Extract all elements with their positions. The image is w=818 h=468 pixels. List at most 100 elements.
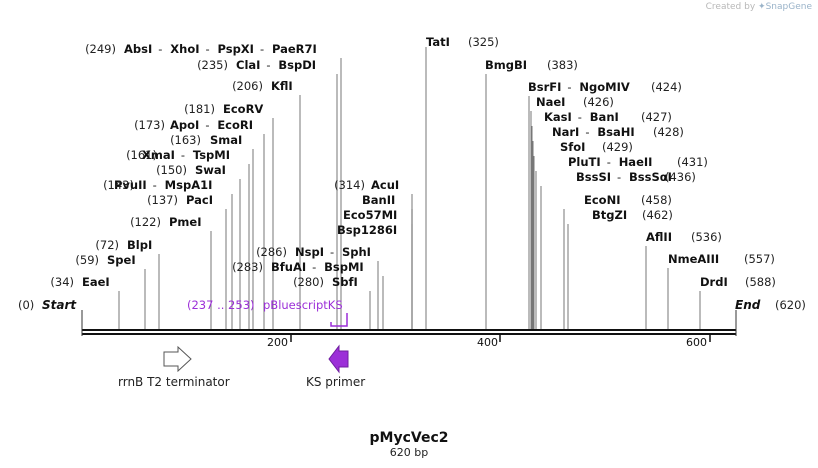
enzyme-site-bfuai[interactable]: BfuAI - BspMI (283): [232, 260, 364, 274]
cut-site-leaders: [118, 47, 701, 329]
enzyme-name: BanII: [362, 193, 395, 207]
enzyme-name: SphI: [342, 245, 371, 259]
enzyme-position: (458): [641, 193, 672, 207]
enzyme-position: (431): [677, 155, 708, 169]
enzyme-position: (163): [170, 133, 201, 147]
enzyme-name: BmgBI: [485, 58, 527, 72]
enzyme-name: BlpI: [127, 238, 152, 252]
enzyme-site-drdi[interactable]: DrdI (588): [700, 275, 776, 289]
enzyme-site-swai[interactable]: SwaI (150): [156, 163, 226, 177]
start-position: (0): [18, 298, 34, 312]
plasmid-length: 620 bp: [390, 446, 428, 459]
enzyme-name: BssSI: [576, 170, 611, 184]
enzyme-site-blpi[interactable]: BlpI (72): [95, 238, 152, 252]
enzyme-name: ApoI: [170, 118, 199, 132]
enzyme-position: (557): [744, 252, 775, 266]
enzyme-site-naei[interactable]: NaeI (426): [536, 95, 614, 109]
enzyme-position: (59): [75, 253, 99, 267]
enzyme-site-spei[interactable]: SpeI (59): [75, 253, 135, 267]
feature-ks-primer[interactable]: KS primer: [306, 344, 365, 389]
enzyme-site-absi[interactable]: AbsI - XhoI - PspXI - PaeR7I(249): [85, 42, 317, 56]
enzyme-name: SmaI: [210, 133, 242, 147]
enzyme-site-clai[interactable]: ClaI - BspDI (235): [197, 58, 316, 72]
name-separator: -: [205, 118, 209, 132]
enzyme-site-bsrfi[interactable]: BsrFI - NgoMIV (424): [528, 80, 682, 94]
credit-prefix: Created by: [705, 2, 756, 12]
enzyme-position: (286): [256, 245, 287, 259]
enzyme-name: PaeR7I: [272, 42, 317, 56]
enzyme-position: (426): [583, 95, 614, 109]
enzyme-position: (280): [293, 275, 324, 289]
tick-label-200: 200: [267, 336, 288, 349]
enzyme-position: (181): [184, 102, 215, 116]
enzyme-site-kfli[interactable]: KflI (206): [232, 79, 293, 93]
enzyme-site-eaei[interactable]: EaeI (34): [50, 275, 109, 289]
enzyme-site-nari[interactable]: NarI - BsaHI (428): [552, 125, 684, 139]
enzyme-name: NarI: [552, 125, 579, 139]
enzyme-site-tati[interactable]: TatI (325): [426, 35, 499, 49]
enzyme-name: Bsp1286I: [337, 223, 397, 237]
plasmid-name: pMycVec2: [370, 430, 449, 446]
enzyme-position: (429): [602, 140, 633, 154]
enzyme-site-btgzi[interactable]: BtgZI (462): [592, 208, 673, 222]
tick-label-600: 600: [686, 336, 707, 349]
name-separator: -: [567, 80, 571, 94]
enzyme-site-banii[interactable]: BanII: [362, 193, 395, 207]
enzyme-site-acui[interactable]: AcuI (314): [334, 178, 399, 192]
enzyme-name: KflI: [271, 79, 293, 93]
snapgene-logo-icon: ✦: [758, 2, 766, 12]
enzyme-position: (72): [95, 238, 119, 252]
enzyme-site-eco57mi[interactable]: Eco57MI: [343, 208, 397, 222]
enzyme-position: (143): [103, 178, 134, 192]
enzyme-name: EaeI: [82, 275, 110, 289]
enzyme-position: (137): [147, 193, 178, 207]
enzyme-position: (436): [665, 170, 696, 184]
name-separator: -: [607, 155, 611, 169]
enzyme-site-nmeaiii[interactable]: NmeAIII (557): [668, 252, 775, 266]
enzyme-site-paci[interactable]: PacI (137): [147, 193, 213, 207]
enzyme-site-pmei[interactable]: PmeI (122): [130, 215, 201, 229]
feature-rrnb-terminator[interactable]: rrnB T2 terminator: [118, 345, 230, 389]
enzyme-name: NaeI: [536, 95, 565, 109]
enzyme-site-bsssi[interactable]: BssSI - BssSαI(436): [576, 170, 696, 184]
enzyme-site-apoi[interactable]: ApoI - EcoRI (173): [134, 118, 253, 132]
enzyme-labels: AbsI - XhoI - PspXI - PaeR7I(249)ClaI - BspDI(23…: [50, 35, 776, 289]
enzyme-position: (536): [691, 230, 722, 244]
enzyme-site-pluti[interactable]: PluTI - HaeII (431): [568, 155, 708, 169]
enzyme-name: Eco57MI: [343, 208, 397, 222]
enzyme-site-kasi[interactable]: KasI - BanI (427): [544, 110, 672, 124]
enzyme-site-sbfi[interactable]: SbfI (280): [293, 275, 358, 289]
enzyme-site-pvuii[interactable]: PvuII - MspA1I (143): [103, 178, 212, 192]
enzyme-name: PacI: [186, 193, 213, 207]
enzyme-name: TatI: [426, 35, 450, 49]
name-separator: -: [206, 42, 210, 56]
enzyme-site-xmai[interactable]: XmaI - TspMI (161): [126, 148, 230, 162]
enzyme-name: SfoI: [560, 140, 585, 154]
enzyme-name: XhoI: [170, 42, 199, 56]
enzyme-position: (427): [641, 110, 672, 124]
enzyme-name: AbsI: [124, 42, 152, 56]
enzyme-position: (206): [232, 79, 263, 93]
enzyme-name: BfuAI: [271, 260, 306, 274]
primer-binding-region[interactable]: (237 .. 253) pBluescriptKS: [187, 298, 348, 327]
enzyme-name: PspXI: [218, 42, 254, 56]
primer-name: pBluescriptKS: [263, 298, 343, 312]
enzyme-position: (383): [547, 58, 578, 72]
enzyme-site-ecorv[interactable]: EcoRV (181): [184, 102, 263, 116]
enzyme-site-nspi[interactable]: NspI - SphI (286): [256, 245, 371, 259]
name-separator: -: [158, 42, 162, 56]
enzyme-name: AflII: [646, 230, 672, 244]
reverse-arrow-icon: [328, 344, 349, 374]
enzyme-position: (173): [134, 118, 165, 132]
snapgene-credit: Created by ✦SnapGene: [706, 2, 812, 12]
enzyme-site-bmgbi[interactable]: BmgBI (383): [485, 58, 578, 72]
enzyme-site-aflii[interactable]: AflII (536): [646, 230, 722, 244]
forward-arrow-icon: [163, 345, 192, 373]
enzyme-site-smai[interactable]: SmaI (163): [170, 133, 242, 147]
end-label: End: [735, 298, 761, 312]
enzyme-site-sfoi[interactable]: SfoI (429): [560, 140, 633, 154]
enzyme-site-econi[interactable]: EcoNI (458): [584, 193, 672, 207]
enzyme-site-bsp1286i[interactable]: Bsp1286I: [337, 223, 397, 237]
enzyme-name: HaeII: [619, 155, 653, 169]
